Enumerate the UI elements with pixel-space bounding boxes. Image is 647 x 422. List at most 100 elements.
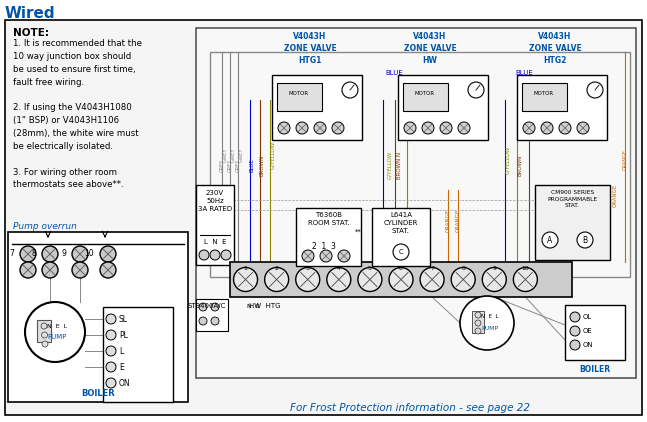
Circle shape	[42, 341, 48, 347]
Bar	[230, 262, 572, 297]
Circle shape	[468, 82, 484, 98]
Text: GREY: GREY	[236, 158, 241, 172]
Circle shape	[320, 250, 332, 262]
Text: GREY: GREY	[223, 148, 228, 162]
Bar	[517, 75, 607, 140]
Circle shape	[199, 317, 207, 325]
Circle shape	[199, 250, 209, 260]
Circle shape	[211, 317, 219, 325]
Bar	[210, 52, 630, 277]
Circle shape	[393, 244, 409, 260]
Bar	[103, 307, 173, 402]
Text: 10: 10	[521, 266, 529, 271]
Circle shape	[460, 296, 514, 350]
Text: BOILER: BOILER	[580, 365, 611, 374]
Circle shape	[25, 302, 85, 362]
Circle shape	[513, 268, 538, 292]
Text: HW  HTG: HW HTG	[249, 303, 281, 309]
Text: 8: 8	[461, 266, 465, 271]
Text: CM900 SERIES
PROGRAMMABLE
STAT.: CM900 SERIES PROGRAMMABLE STAT.	[547, 190, 598, 208]
Bar	[277, 83, 322, 111]
Text: N  S: N S	[247, 304, 259, 309]
Circle shape	[559, 122, 571, 134]
Text: MOTOR: MOTOR	[534, 90, 554, 95]
Text: BROWN: BROWN	[259, 154, 265, 176]
Text: PL: PL	[119, 330, 128, 340]
Bar	[196, 28, 636, 378]
Text: SL: SL	[119, 314, 128, 324]
Circle shape	[72, 246, 88, 262]
Circle shape	[106, 362, 116, 372]
Text: L  N  E: L N E	[204, 239, 226, 245]
Text: V4043H
ZONE VALVE
HTG2: V4043H ZONE VALVE HTG2	[529, 32, 582, 65]
Text: ORANGE: ORANGE	[613, 184, 617, 207]
Circle shape	[42, 246, 58, 262]
Circle shape	[570, 326, 580, 336]
Text: 7: 7	[430, 266, 434, 271]
Text: MOTOR: MOTOR	[289, 90, 309, 95]
Text: BLUE: BLUE	[385, 70, 402, 76]
Text: PUMP: PUMP	[47, 334, 67, 340]
Text: GREY: GREY	[239, 148, 243, 162]
Bar	[535, 185, 610, 260]
Circle shape	[211, 303, 219, 311]
Text: 9: 9	[492, 266, 496, 271]
Circle shape	[327, 268, 351, 292]
Circle shape	[420, 268, 444, 292]
Circle shape	[106, 330, 116, 340]
Circle shape	[265, 268, 289, 292]
Circle shape	[296, 268, 320, 292]
Circle shape	[422, 122, 434, 134]
Circle shape	[20, 262, 36, 278]
Text: G/YELLOW: G/YELLOW	[270, 141, 276, 169]
Text: GREY: GREY	[219, 158, 225, 172]
Text: 2: 2	[274, 266, 279, 271]
Text: BLUE: BLUE	[250, 158, 254, 172]
Text: BROWN: BROWN	[518, 154, 523, 176]
Circle shape	[577, 232, 593, 248]
Text: 7: 7	[9, 249, 14, 259]
Text: Pump overrun: Pump overrun	[13, 222, 77, 231]
Circle shape	[577, 122, 589, 134]
Bar	[196, 299, 228, 331]
Circle shape	[523, 122, 535, 134]
Text: ORANGE: ORANGE	[622, 149, 628, 170]
Circle shape	[314, 122, 326, 134]
Circle shape	[358, 268, 382, 292]
Text: ORANGE: ORANGE	[455, 208, 461, 232]
Text: OL: OL	[583, 314, 592, 320]
Text: GREY: GREY	[228, 158, 232, 172]
Circle shape	[475, 320, 481, 326]
Circle shape	[41, 332, 47, 338]
Bar	[196, 185, 234, 265]
Bar	[403, 83, 448, 111]
Text: 1. It is recommended that the
10 way junction box should
be used to ensure first: 1. It is recommended that the 10 way jun…	[13, 39, 142, 189]
Text: MOTOR: MOTOR	[415, 90, 435, 95]
Circle shape	[278, 122, 290, 134]
Text: BLUE: BLUE	[515, 70, 532, 76]
Circle shape	[475, 328, 481, 334]
Text: ON: ON	[119, 379, 131, 387]
Circle shape	[210, 250, 220, 260]
Circle shape	[475, 312, 481, 318]
Text: 5: 5	[368, 266, 372, 271]
Text: GREY: GREY	[230, 148, 236, 162]
Circle shape	[42, 262, 58, 278]
Circle shape	[106, 378, 116, 388]
Circle shape	[570, 340, 580, 350]
Circle shape	[41, 323, 47, 329]
Circle shape	[296, 122, 308, 134]
Text: OE: OE	[583, 328, 593, 334]
Text: V4043H
ZONE VALVE
HTG1: V4043H ZONE VALVE HTG1	[283, 32, 336, 65]
Text: G/YELLOW: G/YELLOW	[388, 151, 393, 179]
Circle shape	[570, 312, 580, 322]
Text: 1: 1	[244, 266, 248, 271]
Bar	[565, 305, 625, 360]
Text: For Frost Protection information - see page 22: For Frost Protection information - see p…	[290, 403, 530, 413]
Circle shape	[106, 346, 116, 356]
Text: T6360B
ROOM STAT.: T6360B ROOM STAT.	[307, 212, 349, 226]
Bar	[522, 83, 567, 111]
Text: V4043H
ZONE VALVE
HW: V4043H ZONE VALVE HW	[404, 32, 456, 65]
Text: 6: 6	[399, 266, 403, 271]
Circle shape	[482, 268, 506, 292]
